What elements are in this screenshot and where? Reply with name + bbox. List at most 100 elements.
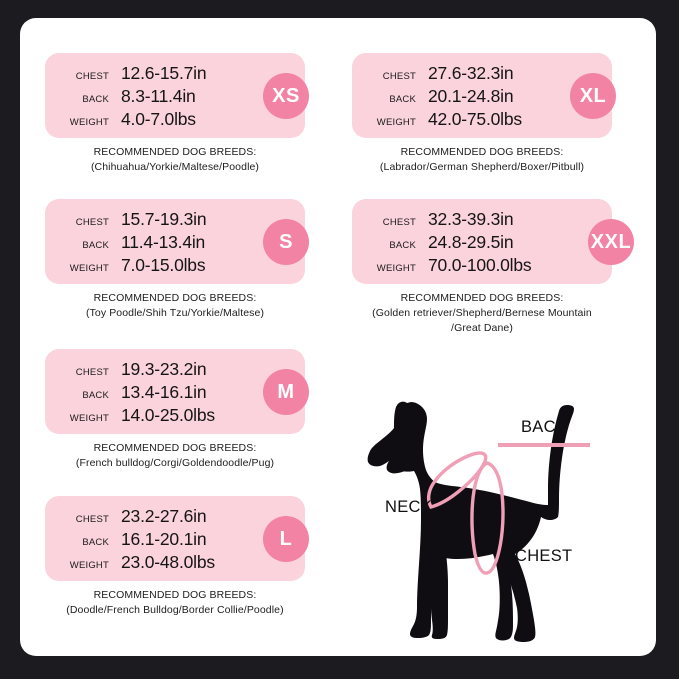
breeds-heading: RECOMMENDED DOG BREEDS:	[93, 292, 257, 304]
row-value-back: 20.1-24.8in	[428, 86, 514, 106]
measurement-row-weight: WEIGHT 23.0-48.0lbs	[59, 551, 215, 574]
measurement-row-weight: WEIGHT 14.0-25.0lbs	[59, 404, 215, 427]
breeds-text-xl: RECOMMENDED DOG BREEDS: (Labrador/German …	[352, 145, 612, 175]
size-badge-s: S	[263, 219, 309, 265]
row-value-weight: 42.0-75.0lbs	[428, 109, 522, 129]
breeds-list: (Chihuahua/Yorkie/Maltese/Poodle)	[90, 161, 260, 173]
row-value-chest: 19.3-23.2in	[121, 359, 207, 379]
size-badge-xxl: XXL	[588, 219, 634, 265]
size-card-body: CHEST 32.3-39.3in BACK 24.8-29.5in WEIGH…	[352, 199, 634, 284]
row-value-chest: 23.2-27.6in	[121, 506, 207, 526]
row-label-chest: CHEST	[75, 71, 109, 82]
row-label-chest: CHEST	[75, 514, 109, 525]
breeds-heading: RECOMMENDED DOG BREEDS:	[400, 146, 564, 158]
breeds-text-xs: RECOMMENDED DOG BREEDS: (Chihuahua/Yorkie…	[45, 145, 305, 175]
size-card-l: CHEST 23.2-27.6in BACK 16.1-20.1in WEIGH…	[45, 496, 309, 618]
chest-label: CHEST	[515, 547, 573, 565]
dog-silhouette-svg	[367, 401, 590, 642]
row-label-back: BACK	[389, 94, 416, 105]
breeds-heading: RECOMMENDED DOG BREEDS:	[93, 589, 257, 601]
breeds-heading: RECOMMENDED DOG BREEDS:	[400, 292, 564, 304]
measurement-rows: CHEST 12.6-15.7in BACK 8.3-11.4in WEIGHT…	[59, 62, 207, 131]
row-label-weight: WEIGHT	[376, 263, 416, 274]
dog-muzzle-icon	[386, 460, 411, 474]
measurement-row-back: BACK 8.3-11.4in	[59, 85, 206, 108]
back-label: BACK	[521, 418, 568, 436]
breeds-list: (Doodle/French Bulldog/Border Collie/Poo…	[66, 604, 284, 616]
chest-measurement-loop	[470, 461, 505, 575]
row-label-back: BACK	[82, 240, 109, 251]
measurement-row-weight: WEIGHT 42.0-75.0lbs	[366, 108, 522, 131]
row-value-chest: 27.6-32.3in	[428, 63, 514, 83]
row-value-weight: 7.0-15.0lbs	[121, 255, 206, 275]
measurement-rows: CHEST 23.2-27.6in BACK 16.1-20.1in WEIGH…	[59, 505, 215, 574]
measurement-row-chest: CHEST 19.3-23.2in	[59, 358, 215, 381]
breeds-text-s: RECOMMENDED DOG BREEDS: (Toy Poodle/Shih …	[45, 291, 305, 321]
size-card-s: CHEST 15.7-19.3in BACK 11.4-13.4in WEIGH…	[45, 199, 309, 321]
row-label-back: BACK	[82, 390, 109, 401]
neck-measurement-loop	[426, 451, 488, 510]
breeds-list: (Labrador/German Shepherd/Boxer/Pitbull)	[379, 161, 585, 173]
size-card-xxl: CHEST 32.3-39.3in BACK 24.8-29.5in WEIGH…	[352, 199, 634, 336]
measurement-row-chest: CHEST 23.2-27.6in	[59, 505, 215, 528]
row-value-back: 8.3-11.4in	[121, 86, 196, 106]
row-label-weight: WEIGHT	[69, 263, 109, 274]
row-value-back: 24.8-29.5in	[428, 232, 514, 252]
size-card-body: CHEST 23.2-27.6in BACK 16.1-20.1in WEIGH…	[45, 496, 309, 581]
row-value-chest: 32.3-39.3in	[428, 209, 514, 229]
size-card-body: CHEST 12.6-15.7in BACK 8.3-11.4in WEIGHT…	[45, 53, 309, 138]
breeds-heading: RECOMMENDED DOG BREEDS:	[93, 146, 257, 158]
row-value-weight: 23.0-48.0lbs	[121, 552, 215, 572]
size-card-xl: CHEST 27.6-32.3in BACK 20.1-24.8in WEIGH…	[352, 53, 616, 175]
size-card-m: CHEST 19.3-23.2in BACK 13.4-16.1in WEIGH…	[45, 349, 309, 471]
measurement-row-back: BACK 16.1-20.1in	[59, 528, 215, 551]
measurement-row-weight: WEIGHT 4.0-7.0lbs	[59, 108, 206, 131]
breeds-heading: RECOMMENDED DOG BREEDS:	[93, 442, 257, 454]
row-label-weight: WEIGHT	[376, 117, 416, 128]
row-value-back: 11.4-13.4in	[121, 232, 206, 252]
row-label-back: BACK	[389, 240, 416, 251]
measurement-row-chest: CHEST 32.3-39.3in	[366, 208, 531, 231]
row-value-chest: 12.6-15.7in	[121, 63, 207, 83]
size-badge-xs: XS	[263, 73, 309, 119]
measurement-rows: CHEST 32.3-39.3in BACK 24.8-29.5in WEIGH…	[366, 208, 532, 277]
row-value-weight: 14.0-25.0lbs	[121, 405, 215, 425]
measurement-row-back: BACK 20.1-24.8in	[366, 85, 522, 108]
measurement-row-chest: CHEST 12.6-15.7in	[59, 62, 207, 85]
neck-label: NECK	[385, 498, 433, 516]
row-label-chest: CHEST	[382, 217, 416, 228]
size-chart-panel: CHEST 12.6-15.7in BACK 8.3-11.4in WEIGHT…	[20, 18, 656, 656]
row-label-weight: WEIGHT	[69, 413, 109, 424]
row-label-back: BACK	[82, 537, 109, 548]
row-value-weight: 70.0-100.0lbs	[428, 255, 532, 275]
row-label-chest: CHEST	[382, 71, 416, 82]
row-value-chest: 15.7-19.3in	[121, 209, 207, 229]
measurement-row-back: BACK 13.4-16.1in	[59, 381, 215, 404]
size-card-xs: CHEST 12.6-15.7in BACK 8.3-11.4in WEIGHT…	[45, 53, 309, 175]
measurement-row-weight: WEIGHT 70.0-100.0lbs	[366, 254, 532, 277]
measurement-row-chest: CHEST 15.7-19.3in	[59, 208, 207, 231]
breeds-text-l: RECOMMENDED DOG BREEDS: (Doodle/French Bu…	[45, 588, 305, 618]
breeds-list: (Golden retriever/Shepherd/Bernese Mount…	[372, 307, 592, 334]
measurement-row-chest: CHEST 27.6-32.3in	[366, 62, 522, 85]
size-card-body: CHEST 15.7-19.3in BACK 11.4-13.4in WEIGH…	[45, 199, 309, 284]
size-badge-xl: XL	[570, 73, 616, 119]
size-card-body: CHEST 19.3-23.2in BACK 13.4-16.1in WEIGH…	[45, 349, 309, 434]
size-badge-l: L	[263, 516, 309, 562]
row-label-weight: WEIGHT	[69, 560, 109, 571]
measurement-rows: CHEST 19.3-23.2in BACK 13.4-16.1in WEIGH…	[59, 358, 215, 427]
breeds-list: (Toy Poodle/Shih Tzu/Yorkie/Maltese)	[85, 307, 265, 319]
measurement-row-back: BACK 11.4-13.4in	[59, 231, 206, 254]
row-label-chest: CHEST	[75, 217, 109, 228]
size-badge-m: M	[263, 369, 309, 415]
breeds-text-xxl: RECOMMENDED DOG BREEDS: (Golden retriever…	[352, 291, 612, 336]
row-value-back: 16.1-20.1in	[121, 529, 207, 549]
measurement-row-weight: WEIGHT 7.0-15.0lbs	[59, 254, 206, 277]
row-value-weight: 4.0-7.0lbs	[121, 109, 196, 129]
size-card-body: CHEST 27.6-32.3in BACK 20.1-24.8in WEIGH…	[352, 53, 616, 138]
dog-measurement-diagram: BACK NECK CHEST	[365, 386, 665, 648]
dog-rear-leg-icon	[493, 554, 513, 641]
measurement-rows: CHEST 15.7-19.3in BACK 11.4-13.4in WEIGH…	[59, 208, 207, 277]
dog-front-leg-icon	[431, 553, 448, 639]
